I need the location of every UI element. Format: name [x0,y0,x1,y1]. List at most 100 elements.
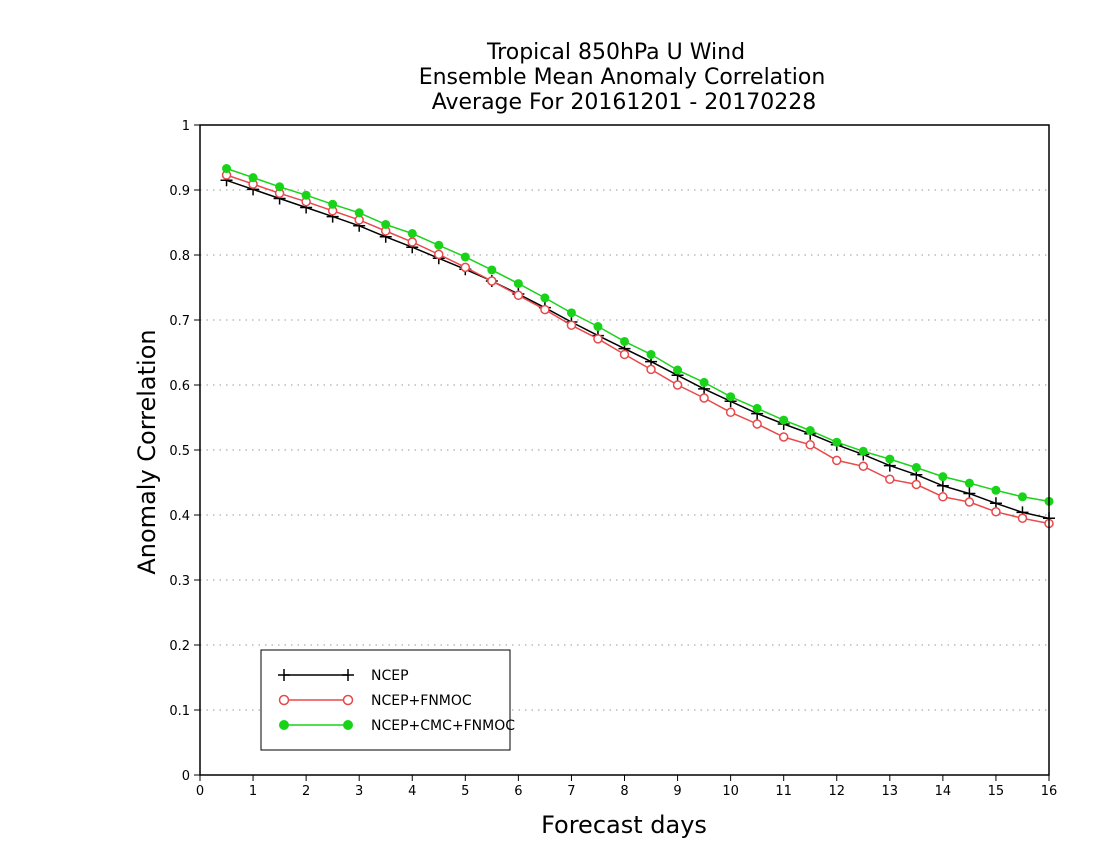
x-tick-label: 7 [567,784,575,799]
title-line-1: Tropical 850hPa U Wind [486,40,745,65]
data-point-filled-circle [434,240,444,250]
series-ncep-cmc-fnmoc [222,164,1054,506]
y-tick-label: 1 [182,119,190,134]
data-point-filled-circle [673,365,683,375]
legend-label-ncep: NCEP [371,668,409,684]
data-point-filled-circle [646,349,656,359]
data-point-open-circle [991,507,1001,517]
data-point-open-circle [858,461,869,471]
data-point-filled-circle [991,485,1001,495]
x-tick-label: 11 [775,784,792,799]
x-axis-ticks: 0 1 2 3 4 5 6 7 8 9 10 11 12 13 14 15 16 [196,775,1057,799]
y-tick-label: 0.9 [169,184,190,199]
data-point-open-circle [593,334,603,344]
data-point-open-circle [566,320,577,330]
data-point-filled-circle [699,377,709,387]
data-point-open-circle [911,479,922,490]
data-point-filled-circle [752,403,762,413]
data-point-open-circle [1017,513,1028,523]
legend-plus-marker [278,669,354,681]
legend-label-ncep-cmc-fnmoc: NCEP+CMC+FNMOC [371,718,515,734]
data-point-filled-circle [407,229,417,239]
legend: NCEP NCEP+FNMOC NCEP+CMC+FNMOC [260,649,515,751]
x-tick-label: 10 [722,784,739,799]
data-point-filled-circle [593,322,603,331]
x-axis-label: Forecast days [541,811,707,839]
data-point-filled-circle [832,437,842,447]
data-point-filled-circle [911,463,921,473]
x-tick-label: 16 [1041,784,1058,799]
data-point-open-circle [619,349,630,360]
data-point-filled-circle [513,279,523,289]
legend-open-circle-marker [278,694,290,706]
x-tick-label: 5 [461,784,469,799]
y-tick-label: 0.3 [169,574,190,589]
y-tick-label: 0 [182,769,190,784]
x-tick-label: 4 [408,784,416,799]
data-point-open-circle [752,419,762,429]
y-axis-ticks: 0 0.1 0.2 0.3 0.4 0.5 0.6 0.7 0.8 0.9 1 [169,119,200,784]
data-point-filled-circle [885,454,895,464]
data-point-filled-circle [779,415,789,425]
data-point-filled-circle [301,190,311,200]
y-tick-label: 0.7 [169,314,190,329]
x-tick-label: 8 [620,784,628,799]
data-point-filled-circle [328,199,338,209]
y-tick-label: 0.8 [169,249,190,264]
x-tick-label: 0 [196,784,204,799]
data-point-filled-circle [1017,492,1027,502]
x-tick-label: 15 [988,784,1005,799]
data-point-filled-circle [540,293,550,303]
data-point-filled-circle [275,182,285,192]
data-point-open-circle [778,432,789,442]
data-point-open-circle [460,262,471,273]
data-point-open-circle [699,393,709,403]
series-line [226,167,1050,503]
legend-entry-ncep-cmc-fnmoc: NCEP+CMC+FNMOC [279,718,515,734]
data-series [220,164,1055,529]
legend-filled-circle-marker [343,720,353,730]
data-point-open-circle [513,290,524,301]
x-tick-label: 13 [882,784,899,799]
title-line-2: Ensemble Mean Anomaly Correlation [419,65,826,90]
data-point-open-circle [885,474,895,484]
y-tick-label: 0.5 [169,444,190,459]
data-point-filled-circle [354,208,364,218]
legend-filled-circle-marker [279,720,289,730]
data-point-open-circle [672,380,683,390]
data-point-filled-circle [566,308,576,318]
legend-label-ncep-fnmoc: NCEP+FNMOC [371,693,472,709]
y-axis-label: Anomaly Correlation [133,329,161,574]
data-point-open-circle [725,407,736,418]
x-tick-label: 3 [355,784,363,799]
data-point-filled-circle [381,219,391,229]
data-point-filled-circle [487,265,497,275]
data-point-filled-circle [858,446,868,456]
data-point-open-circle [805,440,815,450]
data-point-filled-circle [248,173,258,183]
x-tick-label: 12 [828,784,845,799]
y-tick-label: 0.1 [169,704,190,719]
legend-entry-ncep-fnmoc: NCEP+FNMOC [278,693,472,709]
x-tick-label: 9 [673,784,681,799]
x-tick-label: 14 [935,784,952,799]
data-point-open-circle [407,237,417,247]
data-point-filled-circle [460,252,470,262]
data-point-open-circle [434,249,444,260]
x-tick-label: 2 [302,784,310,799]
data-point-open-circle [832,455,842,466]
data-point-filled-circle [222,164,232,174]
series-ncep-fnmoc [221,170,1054,529]
data-point-filled-circle [620,336,629,346]
data-point-open-circle [487,276,497,286]
title-line-3: Average For 20161201 - 20170228 [432,90,817,115]
series-line [226,179,1050,520]
y-tick-label: 0.4 [169,509,190,524]
y-tick-label: 0.6 [169,379,190,394]
data-point-open-circle [646,364,656,375]
x-tick-label: 6 [514,784,522,799]
chart-title: Tropical 850hPa U Wind Ensemble Mean Ano… [419,40,826,115]
data-point-open-circle [964,497,975,507]
data-point-open-circle [540,304,550,315]
